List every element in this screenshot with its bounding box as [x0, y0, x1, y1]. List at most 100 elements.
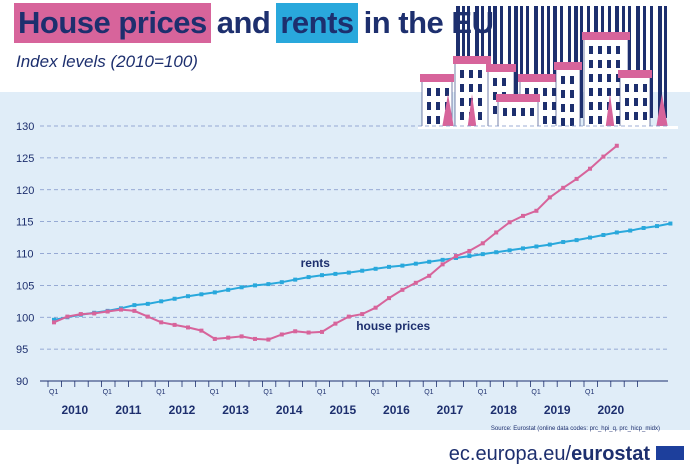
data-point-house-prices [253, 336, 257, 341]
house-window [445, 88, 449, 96]
house-window [561, 104, 565, 112]
house-window [598, 60, 602, 68]
data-point-house-prices [400, 287, 405, 292]
data-point-rents [293, 277, 298, 282]
house-window [589, 116, 593, 124]
data-point-rents [521, 246, 525, 251]
data-point-rents [588, 235, 592, 240]
y-grid [40, 125, 668, 382]
house-roof [420, 74, 454, 82]
house-roof [496, 94, 540, 102]
house-window [469, 84, 473, 92]
x-year-label: 2018 [490, 403, 517, 417]
barcode-bar [643, 6, 646, 118]
house-window [436, 88, 440, 96]
house-window [460, 98, 464, 106]
barcode-bar [500, 6, 503, 118]
house-window [598, 102, 602, 110]
house-window [607, 46, 611, 54]
house-window [436, 102, 440, 110]
x-axis: Q12010Q12011Q12012Q12013Q12014Q12015Q120… [40, 380, 668, 417]
data-point-house-prices [346, 314, 351, 319]
footer-site: ec.europa.eu/ [448, 443, 572, 465]
house-window [478, 84, 482, 92]
data-point-house-prices [186, 325, 190, 330]
data-point-rents [641, 226, 646, 230]
data-point-rents [186, 294, 190, 299]
house-window [607, 88, 611, 96]
house-window [634, 98, 638, 106]
data-point-rents [226, 287, 231, 292]
house-window [543, 116, 547, 124]
barcode-bar [650, 6, 653, 118]
house-window [598, 88, 602, 96]
data-point-rents [400, 263, 405, 268]
annotation-layer: rents house prices [301, 256, 431, 333]
house-window [643, 98, 647, 106]
house-window [469, 70, 473, 78]
house-window [561, 118, 565, 126]
tree-shape [656, 94, 668, 128]
data-point-house-prices [266, 337, 271, 342]
x-quarter-label: Q1 [371, 389, 380, 396]
data-point-rents [199, 292, 204, 297]
subtitle: Index levels (2010=100) [16, 52, 198, 71]
tree-shape [467, 94, 477, 128]
house-window [478, 98, 482, 106]
x-year-label: 2019 [544, 403, 571, 417]
data-point-rents [534, 244, 539, 249]
data-point-house-prices [574, 176, 579, 181]
title-house-prices: House prices [14, 3, 211, 43]
tree-shape [442, 94, 454, 128]
data-point-house-prices [480, 241, 485, 246]
house-window [530, 108, 534, 116]
data-point-house-prices [521, 213, 525, 218]
data-point-rents [253, 283, 257, 288]
data-point-rents [212, 290, 217, 295]
data-point-house-prices [306, 330, 311, 335]
barcode-bar [658, 6, 662, 118]
data-point-house-prices [199, 328, 204, 333]
barcode-bar [520, 6, 523, 118]
house-window [589, 88, 593, 96]
house-window [589, 46, 593, 54]
data-point-rents [440, 257, 445, 262]
data-point-house-prices [507, 220, 512, 225]
data-point-house-prices [360, 312, 365, 317]
data-point-rents [467, 254, 472, 259]
data-point-rents [306, 275, 311, 280]
x-quarter-label: Q1 [478, 389, 487, 396]
data-point-house-prices [159, 320, 164, 325]
house-window [512, 108, 516, 116]
house-window [625, 84, 629, 92]
data-point-house-prices [92, 311, 97, 316]
data-point-rents [333, 271, 338, 276]
data-point-house-prices [413, 280, 418, 285]
x-quarter-label: Q1 [156, 389, 165, 396]
barcode-bar [493, 6, 497, 118]
x-quarter-label: Q1 [103, 389, 112, 396]
house-window [478, 70, 482, 78]
house-window [589, 60, 593, 68]
house-window [502, 78, 506, 86]
house-window [478, 112, 482, 120]
house-window [570, 90, 574, 98]
y-tick-label: 95 [16, 344, 28, 356]
houses-barcode-illustration [418, 6, 678, 129]
data-point-rents [628, 228, 633, 233]
x-year-label: 2020 [597, 403, 624, 417]
data-point-house-prices [119, 307, 123, 312]
data-point-house-prices [239, 334, 244, 339]
data-point-house-prices [427, 273, 432, 278]
house-window [616, 60, 620, 68]
house-window [598, 46, 602, 54]
data-point-rents [172, 296, 177, 301]
data-point-house-prices [105, 309, 110, 314]
data-point-rents [547, 242, 552, 247]
house-window [543, 88, 547, 96]
house-window [543, 102, 547, 110]
barcode-bar [526, 6, 529, 118]
footer-brand: eurostat [571, 443, 650, 465]
